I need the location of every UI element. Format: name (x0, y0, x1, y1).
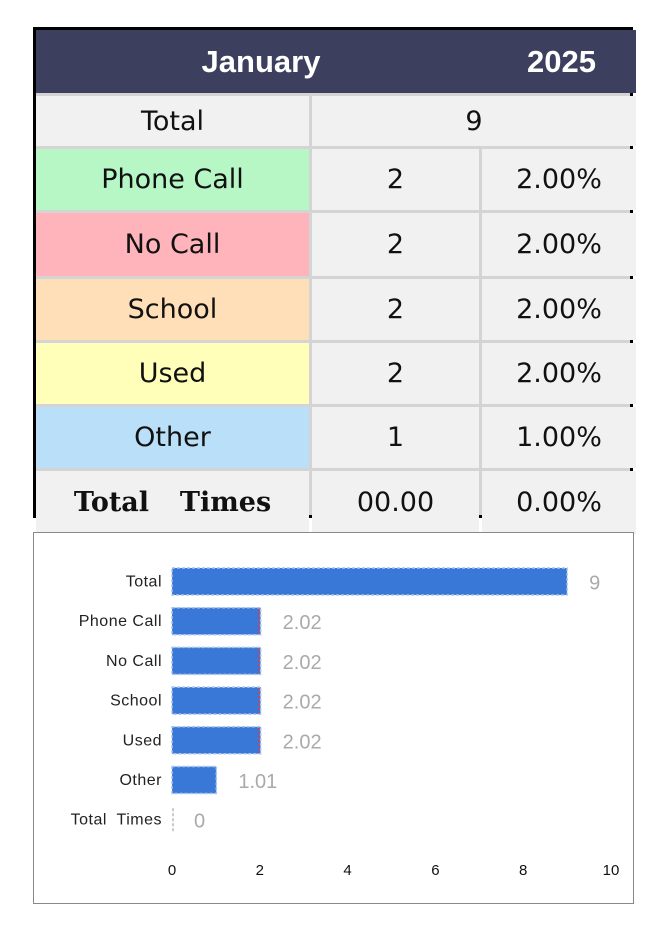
category-count-used: 2 (312, 343, 479, 404)
bar-category-label: No Call (106, 653, 162, 670)
bar-chart-canvas: Total 9 Phone Call 2.02 No Call 2.02 School 2.0… (71, 567, 620, 879)
bar-category-label: Total Times (71, 812, 162, 829)
bar (171, 765, 218, 795)
category-percent-school: 2.00% (482, 279, 636, 340)
bar-category-label: Other (119, 772, 162, 789)
x-tick-label: 10 (603, 862, 620, 879)
bar (171, 606, 262, 636)
year-title: 2025 (527, 43, 596, 79)
bar-category-label: Used (123, 732, 162, 749)
bar-category-label: School (110, 693, 162, 710)
bar (171, 726, 262, 755)
x-tick-label: 4 (343, 862, 351, 879)
total-times-label: Total Times (36, 471, 309, 534)
total-times-value: 00.00 (312, 471, 479, 534)
total-times-percent: 0.00% (482, 471, 636, 534)
total-value: 9 (312, 96, 636, 146)
category-percent-phone-call: 2.00% (482, 149, 636, 210)
summary-table: January 2025 Total 9 Phone Call 2 2.00% … (33, 27, 636, 534)
bar-value-label: 9 (589, 573, 600, 595)
category-label-school: School (36, 279, 309, 340)
bar-value-label: 2.02 (283, 692, 322, 714)
bar-value-label: 0 (194, 811, 205, 833)
bar (171, 686, 262, 715)
category-count-no-call: 2 (312, 213, 479, 276)
x-tick-label: 6 (431, 862, 439, 879)
bar (171, 567, 568, 596)
category-percent-no-call: 2.00% (482, 213, 636, 276)
x-tick-label: 0 (168, 862, 176, 879)
bar-category-label: Total (126, 574, 162, 591)
x-tick-label: 8 (519, 862, 527, 879)
bar-category-label: Phone Call (79, 613, 162, 630)
bar-value-label: 2.02 (283, 652, 322, 674)
category-count-school: 2 (312, 279, 479, 340)
category-label-no-call: No Call (36, 213, 309, 276)
category-label-used: Used (36, 343, 309, 404)
bar-value-label: 2.02 (283, 731, 322, 753)
category-label-other: Other (36, 407, 309, 468)
month-title: January (201, 43, 321, 79)
table-header: January 2025 (36, 30, 636, 93)
category-count-other: 1 (312, 407, 479, 468)
total-label: Total (36, 96, 309, 146)
x-tick-label: 2 (256, 862, 264, 879)
category-percent-used: 2.00% (482, 343, 636, 404)
bar-value-label: 2.02 (283, 612, 322, 634)
category-percent-other: 1.00% (482, 407, 636, 468)
bar-chart: Total 9 Phone Call 2.02 No Call 2.02 School 2.0… (33, 532, 634, 904)
bar-value-label: 1.01 (238, 771, 277, 793)
category-count-phone-call: 2 (312, 149, 479, 210)
bar (171, 646, 262, 676)
category-label-phone-call: Phone Call (36, 149, 309, 210)
